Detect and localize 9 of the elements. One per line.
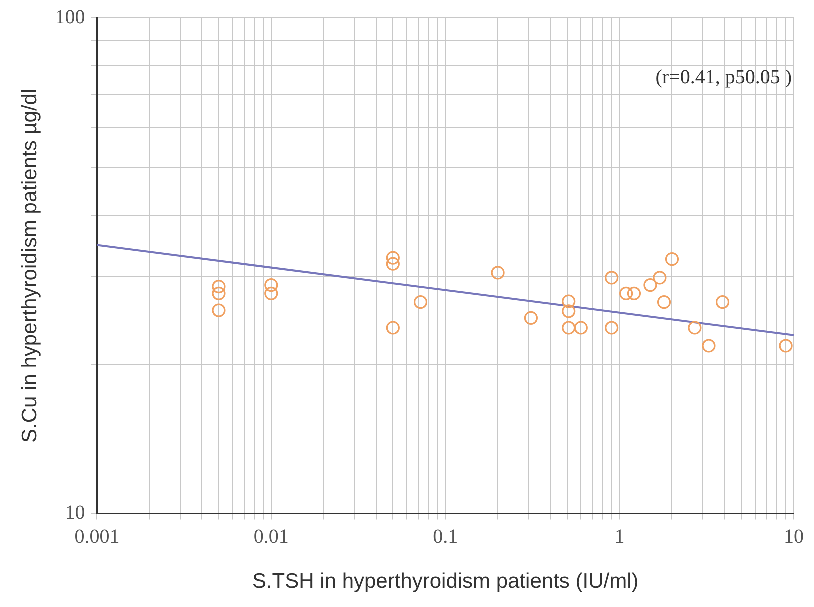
- x-tick-label: 0.001: [74, 526, 120, 548]
- annotation: (r=0.41, p50.05 ): [656, 66, 792, 88]
- x-axis-title: S.TSH in hyperthyroidism patients (IU/ml): [252, 570, 639, 594]
- x-tick-label: 0.1: [433, 526, 458, 548]
- x-tick-label: 1: [614, 526, 625, 548]
- x-tick-label: 0.01: [254, 526, 289, 548]
- y-axis-title: S.Cu in hyperthyroidism patients µg/dl: [18, 88, 42, 443]
- y-tick-label: 100: [55, 6, 86, 28]
- x-tick-label: 10: [784, 526, 804, 548]
